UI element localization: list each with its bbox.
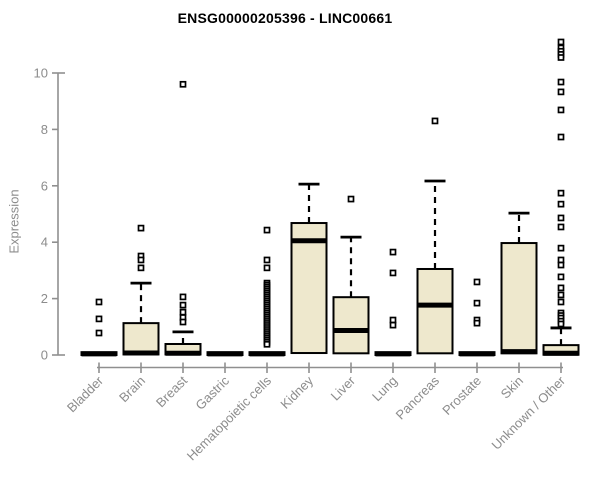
y-tick-label: 2 xyxy=(41,291,48,306)
outlier-point xyxy=(557,320,565,328)
box-liver xyxy=(332,296,370,355)
y-tick-label: 4 xyxy=(41,235,48,250)
y-tick-label: 0 xyxy=(41,348,48,363)
box-skin xyxy=(500,242,538,355)
category-label: Lung xyxy=(369,373,400,404)
outlier-point xyxy=(179,318,187,326)
outlier-point xyxy=(473,299,481,307)
box-kidney xyxy=(290,222,328,355)
outlier-point xyxy=(179,301,187,309)
outlier-point xyxy=(137,224,145,232)
outlier-point xyxy=(431,117,439,125)
outlier-point xyxy=(557,214,565,222)
outlier-point xyxy=(389,321,397,329)
category-label: Skin xyxy=(498,373,526,401)
outlier-point xyxy=(473,278,481,286)
outlier-point xyxy=(557,273,565,281)
outlier-point xyxy=(557,133,565,141)
box-brain xyxy=(122,322,160,356)
outlier-point xyxy=(557,106,565,114)
y-tick-label: 6 xyxy=(41,178,48,193)
outlier-point xyxy=(95,315,103,323)
outlier-point xyxy=(473,319,481,327)
outlier-point xyxy=(557,38,565,46)
category-label: Pancreas xyxy=(393,373,443,423)
outlier-point xyxy=(95,329,103,337)
category-label: Liver xyxy=(328,373,359,404)
outlier-point xyxy=(179,308,187,316)
outlier-point xyxy=(557,78,565,86)
category-label: Unknown / Other xyxy=(489,373,569,453)
outlier-point xyxy=(557,298,565,306)
y-tick-label: 8 xyxy=(41,122,48,137)
outlier-point xyxy=(557,54,565,61)
outlier-point xyxy=(389,269,397,277)
outlier-point xyxy=(263,226,271,234)
box-pancreas xyxy=(416,267,454,355)
outlier-point xyxy=(389,248,397,256)
outlier-point xyxy=(557,88,565,96)
category-label: Bladder xyxy=(64,373,107,416)
outlier-point xyxy=(263,256,271,264)
category-label: Kidney xyxy=(277,373,316,412)
category-label: Breast xyxy=(153,373,190,410)
outlier-point xyxy=(557,223,565,231)
outlier-point xyxy=(557,200,565,208)
outlier-point xyxy=(179,80,187,88)
outlier-point xyxy=(347,195,355,203)
outlier-point xyxy=(137,264,145,272)
y-tick-label: 10 xyxy=(34,66,48,81)
outlier-point xyxy=(263,340,271,348)
outlier-point xyxy=(557,284,565,292)
category-label: Prostate xyxy=(439,373,484,418)
chart-title: ENSG00000205396 - LINC00661 xyxy=(177,10,393,26)
outlier-point xyxy=(557,291,565,299)
outlier-point xyxy=(557,189,565,197)
outlier-point xyxy=(179,293,187,301)
outlier-point xyxy=(137,256,145,264)
outlier-point xyxy=(263,264,271,272)
category-label: Brain xyxy=(116,373,148,405)
outlier-point xyxy=(557,244,565,252)
outlier-point xyxy=(95,298,103,306)
category-label: Gastric xyxy=(192,373,232,413)
outlier-point xyxy=(557,261,565,269)
